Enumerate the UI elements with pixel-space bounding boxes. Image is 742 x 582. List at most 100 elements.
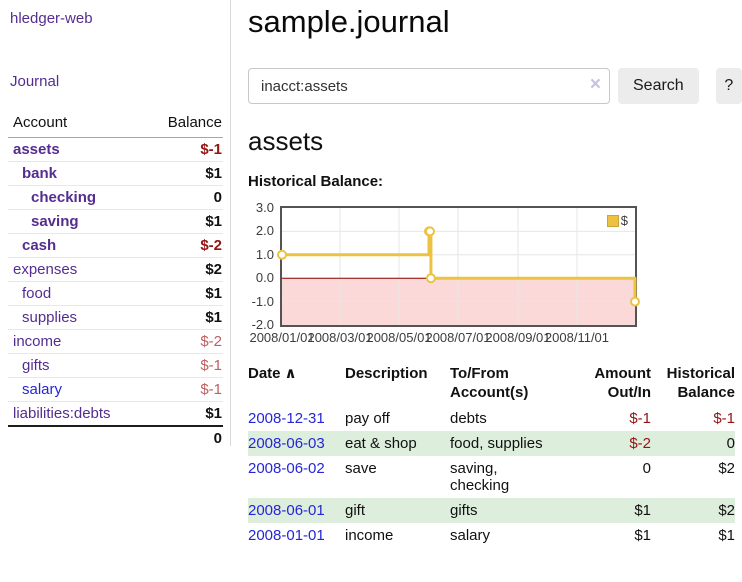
account-row: bank $1 (8, 161, 223, 186)
account-link[interactable]: salary (22, 381, 63, 398)
account-balance: 0 (143, 185, 223, 210)
register-row: 2008-06-02 save saving, checking 0 $2 (248, 456, 735, 498)
register-row: 2008-12-31 pay off debts $-1 $-1 (248, 406, 735, 431)
x-axis-tick-label: 2008/09/01 (485, 330, 551, 345)
transaction-accounts: food, supplies (450, 435, 543, 452)
account-link[interactable]: assets (13, 141, 60, 158)
account-balance: $-2 (143, 233, 223, 258)
chart-x-axis-labels: 2008/01/01 2008/03/01 2008/05/01 2008/07/01… (249, 330, 637, 346)
x-axis-tick-label: 2008/05/01 (366, 330, 432, 345)
transaction-balance: $1 (718, 527, 735, 544)
account-balance: $1 (143, 305, 223, 330)
account-total-row: 0 (8, 425, 223, 450)
search-button[interactable]: Search (618, 68, 699, 104)
account-balance: $1 (143, 281, 223, 306)
transaction-description: gift (345, 502, 366, 519)
account-link[interactable]: gifts (22, 357, 50, 374)
transaction-description: pay off (345, 410, 390, 427)
account-link[interactable]: liabilities:debts (13, 405, 111, 422)
transaction-accounts: gifts (450, 502, 478, 519)
account-row: checking 0 (8, 185, 223, 210)
account-link[interactable]: food (22, 285, 52, 302)
sort-ascending-icon: ∧ (284, 364, 297, 382)
amount-header-line1: Amount (594, 365, 651, 382)
account-row: gifts $-1 (8, 353, 223, 378)
transaction-amount: $1 (634, 502, 651, 519)
account-row: saving $1 (8, 209, 223, 234)
amount-column-header: Amount Out/In (555, 362, 651, 406)
transaction-date-link[interactable]: 2008-06-01 (248, 502, 325, 519)
transaction-balance: 0 (726, 435, 735, 452)
account-balance: $1 (143, 401, 223, 426)
account-link[interactable]: cash (22, 237, 57, 254)
date-header-label: Date (248, 365, 281, 382)
account-link[interactable]: bank (22, 165, 58, 182)
y-axis-tick-label: 0.0 (255, 270, 274, 286)
page-title: sample.journal (248, 4, 450, 39)
register-row: 2008-01-01 income salary $1 $1 (248, 523, 735, 548)
transaction-amount: $1 (634, 527, 651, 544)
x-axis-tick-label: 2008/11/01 (544, 330, 610, 345)
x-axis-tick-label: 2008/01/01 (249, 330, 315, 345)
account-row: salary $-1 (8, 377, 223, 402)
transaction-date-link[interactable]: 2008-06-03 (248, 435, 325, 452)
transaction-date-link[interactable]: 2008-06-02 (248, 460, 325, 477)
account-balance: $1 (143, 209, 223, 234)
sidebar: hledger-web Journal Account Balance asse… (0, 0, 231, 450)
transaction-date-link[interactable]: 2008-01-01 (248, 527, 325, 544)
balance-column-header: Balance (143, 110, 223, 138)
transaction-date-link[interactable]: 2008-12-31 (248, 410, 325, 427)
account-balance: $1 (143, 161, 223, 186)
account-row: cash $-2 (8, 233, 223, 258)
register-row: 2008-06-03 eat & shop food, supplies $-2… (248, 431, 735, 456)
y-axis-tick-label: 1.0 (255, 246, 274, 262)
date-column-header[interactable]: Date ∧ (248, 362, 345, 406)
balance-column-header: Historical Balance (651, 362, 735, 406)
account-link[interactable]: income (13, 333, 62, 350)
register-table: Date ∧ Description To/From Account(s) Amo… (248, 362, 735, 548)
account-balance: $-1 (143, 377, 223, 402)
account-balance-table: Account Balance assets $-1 bank $1 check… (8, 110, 223, 450)
search-form: × Search ? (248, 68, 742, 104)
account-link[interactable]: checking (31, 189, 97, 206)
account-balance: $-2 (143, 329, 223, 354)
transaction-amount: $-2 (629, 435, 651, 452)
account-balance: $-1 (143, 353, 223, 378)
transaction-description: save (345, 460, 377, 477)
transaction-description: income (345, 527, 394, 544)
account-link[interactable]: saving (31, 213, 79, 230)
clear-search-icon[interactable]: × (589, 74, 601, 95)
account-page-title: assets (248, 126, 324, 156)
account-column-header: Account (8, 110, 144, 138)
app-brand-link[interactable]: hledger-web (10, 10, 93, 27)
help-button[interactable]: ? (715, 68, 742, 104)
sidebar-item-journal[interactable]: Journal (10, 73, 60, 90)
amount-header-line2: Out/In (607, 384, 651, 401)
legend-color-swatch (606, 214, 619, 227)
x-axis-tick-label: 2008/03/01 (307, 330, 373, 345)
account-row: expenses $2 (8, 257, 223, 282)
transaction-balance: $-1 (713, 410, 735, 427)
account-table-header-row: Account Balance (8, 110, 223, 138)
account-link[interactable]: supplies (22, 309, 78, 326)
tofrom-column-header: To/From Account(s) (450, 362, 555, 406)
y-axis-tick-label: 3.0 (255, 200, 274, 215)
search-input-wrap: × (248, 68, 610, 104)
description-column-header: Description (345, 365, 428, 382)
search-input[interactable] (248, 68, 610, 104)
account-total-spacer (8, 425, 144, 450)
chart-plot-area[interactable]: $ (277, 206, 640, 327)
balance-header-line2: Balance (677, 384, 735, 401)
account-total-value: 0 (143, 425, 223, 450)
transaction-accounts: debts (450, 410, 487, 427)
account-link[interactable]: expenses (13, 261, 78, 278)
transaction-balance: $2 (718, 502, 735, 519)
transaction-amount: $-1 (629, 410, 651, 427)
tofrom-header-line2: Account(s) (450, 384, 529, 401)
tofrom-header-line1: To/From (450, 365, 509, 382)
y-axis-tick-label: -2.0 (251, 317, 274, 332)
y-axis-tick-label: -1.0 (251, 293, 274, 309)
account-row: food $1 (8, 281, 223, 306)
legend-label: $ (620, 213, 628, 228)
transaction-accounts: saving, checking (450, 460, 510, 494)
